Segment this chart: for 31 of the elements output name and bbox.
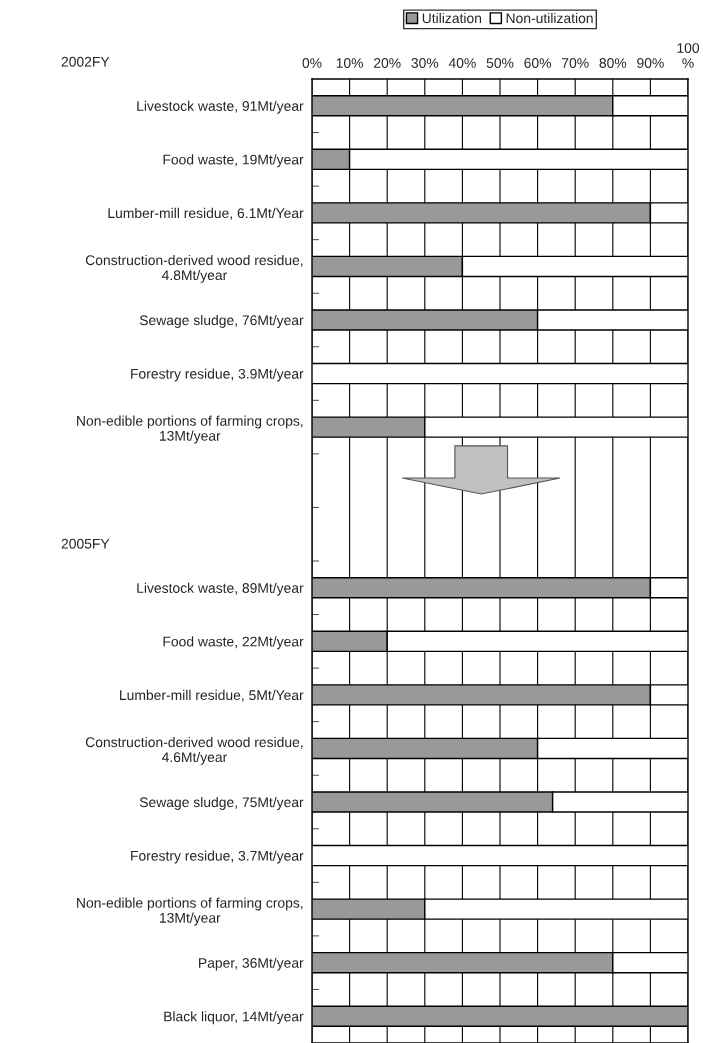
x-tick-label: 50%: [486, 58, 514, 68]
x-tick-label: 20%: [374, 58, 401, 68]
y-tick-label: Black liquor, 14Mt/year: [164, 1011, 304, 1025]
y-tick-label: Paper, 36Mt/year: [199, 957, 304, 971]
x-tick-label: 90%: [637, 58, 664, 68]
y-tick-label: Sewage sludge, 76Mt/year: [139, 314, 304, 328]
y-tick-label: Lumber-mill residue, 5Mt/Year: [120, 689, 304, 702]
y-tick-label: Forestry residue, 3.9Mt/year: [131, 368, 304, 382]
x-tick-label: 10%: [336, 58, 364, 68]
y-tick-label: Livestock waste, 91Mt/year: [137, 100, 304, 114]
y-tick-label: Non-edible portions of farming crops, 13Mt/year: [77, 415, 303, 444]
x-tick-label: 30%: [411, 58, 439, 68]
x-tick-label: 80%: [599, 58, 627, 68]
text: 2005FY: [61, 538, 110, 549]
x-tick-label: 100 %: [677, 43, 700, 68]
y-tick-label: Sewage sludge, 75Mt/year: [139, 796, 304, 810]
legend-label: Utilization: [422, 12, 482, 24]
y-tick-label: Food waste, 19Mt/year: [163, 154, 304, 168]
y-tick-label: Livestock waste, 89Mt/year: [137, 582, 304, 596]
y-tick-label: Construction-derived wood residue, 4.6Mt/year: [85, 736, 303, 765]
y-tick-label: Construction-derived wood residue, 4.8Mt/year: [85, 254, 303, 283]
text: 2002FY: [61, 56, 110, 67]
x-tick-label: 70%: [562, 58, 589, 68]
y-tick-label: Lumber-mill residue, 6.1Mt/Year: [108, 207, 304, 220]
y-tick-label: Forestry residue, 3.7Mt/year: [131, 850, 304, 864]
y-tick-label: Non-edible portions of farming crops, 13Mt/year: [77, 897, 303, 926]
x-tick-label: 40%: [448, 58, 476, 68]
x-tick-label: 60%: [524, 58, 552, 68]
x-tick-label: 0%: [302, 58, 322, 68]
legend-label: Non-utilization: [506, 12, 593, 24]
y-tick-label: Food waste, 22Mt/year: [163, 636, 304, 650]
